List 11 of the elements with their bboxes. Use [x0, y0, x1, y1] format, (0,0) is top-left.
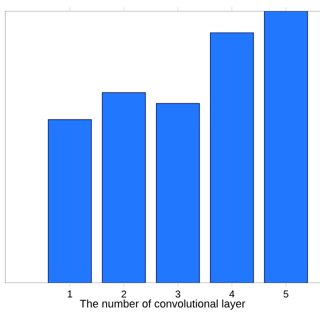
- bar: [210, 32, 254, 283]
- bar: [48, 120, 92, 283]
- x-tick-label: 1: [68, 290, 72, 298]
- bar: [156, 103, 200, 283]
- x-tick-label: 2: [122, 290, 126, 298]
- x-axis-title: The number of convolutional layer: [80, 299, 246, 310]
- x-tick-label: 5: [284, 290, 288, 298]
- x-tick-label: 3: [176, 290, 180, 298]
- bar: [264, 10, 308, 283]
- x-tick-label: 4: [229, 290, 234, 298]
- bar: [102, 92, 146, 283]
